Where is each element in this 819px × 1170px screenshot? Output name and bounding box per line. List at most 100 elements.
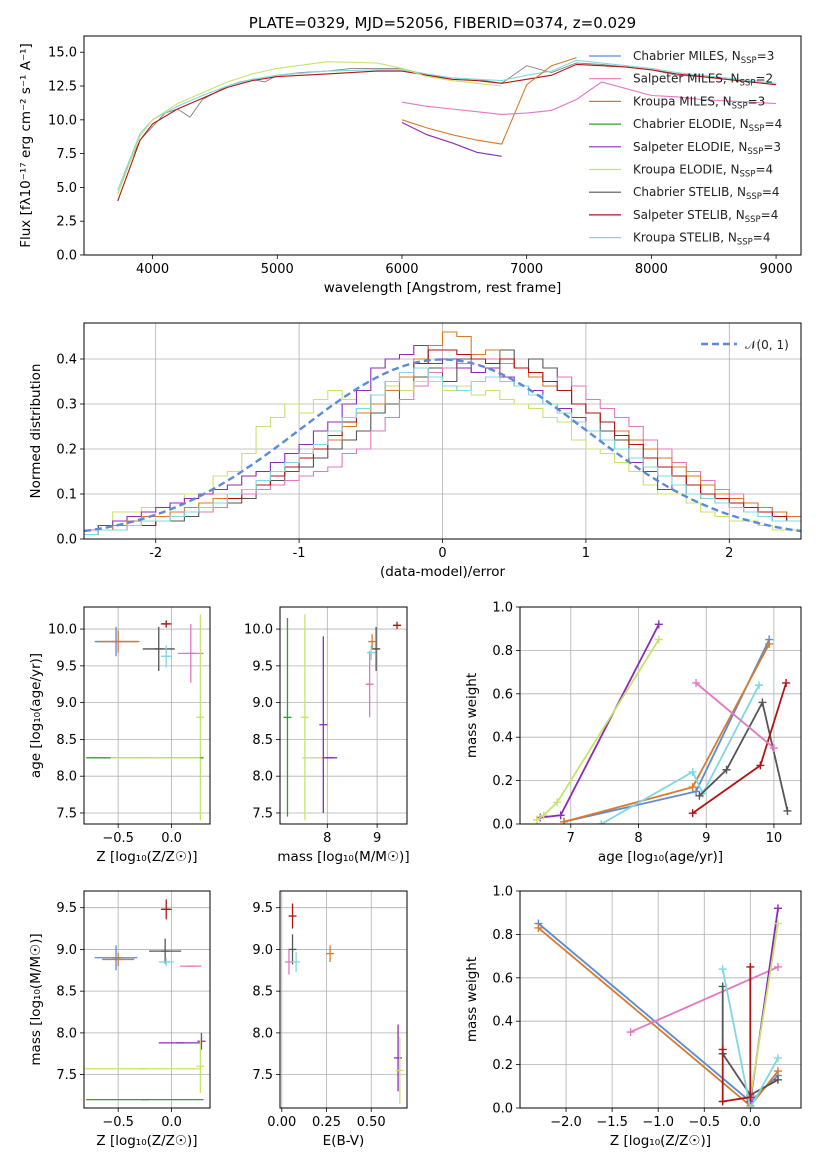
chart-title: PLATE=0329, MJD=52056, FIBERID=0374, z=0… — [249, 14, 636, 32]
y-axis-label: Flux [fλ10⁻¹⁷ erg cm⁻² s⁻¹ A⁻¹] — [18, 43, 34, 248]
y-tick-label: 0.2 — [492, 1058, 513, 1073]
y-tick-label: 8.5 — [252, 733, 273, 748]
x-tick-label: −0.5 — [102, 831, 134, 846]
x-tick-label: 6000 — [385, 262, 418, 277]
y-tick-label: 0.4 — [56, 353, 77, 368]
legend-label: 𝒩(0, 1) — [745, 338, 789, 352]
y-tick-label: 0.8 — [492, 928, 513, 943]
legend-subscript: SSP — [746, 192, 762, 202]
data-marker — [532, 815, 541, 824]
data-marker — [718, 1097, 727, 1106]
data-marker — [773, 962, 782, 971]
massweight_vs_age-plot-area — [520, 607, 801, 824]
x-tick-label: 7000 — [510, 262, 543, 277]
x-tick-label: 7 — [567, 831, 575, 846]
y-tick-label: 9.0 — [56, 943, 77, 958]
y-tick-label: 15.0 — [48, 46, 77, 61]
axes-frame — [519, 606, 802, 825]
age_vs_mass-plot-area — [280, 607, 407, 824]
y-tick-label: 7.5 — [56, 1068, 77, 1083]
data-marker — [556, 811, 565, 820]
legend-subscript: SSP — [740, 79, 756, 89]
series-line — [536, 639, 660, 821]
data-marker — [746, 1104, 755, 1108]
y-tick-label: 8.5 — [56, 985, 77, 1000]
x-tick-label: -2 — [149, 546, 162, 561]
legend-subscript: SSP — [732, 101, 748, 111]
x-tick-label: 0.0 — [740, 1115, 761, 1130]
x-tick-label: 1 — [582, 546, 590, 561]
x-tick-label: −1.5 — [596, 1115, 628, 1130]
series-line — [749, 923, 779, 1098]
x-tick-label: 10 — [766, 831, 783, 846]
y-tick-label: 0.0 — [492, 1102, 513, 1117]
data-marker — [539, 811, 548, 820]
y-tick-label: 9.0 — [252, 943, 273, 958]
x-axis-label: Z [log₁₀(Z/Z☉)] — [610, 1133, 711, 1149]
data-marker — [783, 806, 792, 815]
x-axis-label: age [log₁₀(age/yr)] — [598, 849, 723, 865]
y-tick-label: 8.5 — [252, 985, 273, 1000]
data-marker — [654, 620, 663, 629]
data-marker — [695, 791, 704, 800]
y-tick-label: 1.0 — [492, 601, 513, 616]
x-axis-label: Z [log₁₀(Z/Z☉)] — [96, 849, 197, 865]
histogram-step — [84, 380, 801, 531]
massweight_vs_Z-plot-area — [520, 891, 801, 1108]
y-tick-label: 8.0 — [252, 1026, 273, 1041]
legend-suffix: =4 — [762, 185, 780, 199]
y-tick-label: 9.5 — [252, 901, 273, 916]
data-marker — [688, 767, 697, 776]
histogram-step — [84, 367, 801, 536]
data-marker — [755, 681, 764, 690]
legend-suffix: =3 — [763, 140, 781, 154]
x-tick-label: 0.00 — [267, 1115, 296, 1130]
y-axis-label: mass [log₁₀(M/M☉)] — [28, 933, 44, 1065]
data-marker — [773, 1075, 782, 1084]
x-tick-label: 0.0 — [161, 1115, 182, 1130]
legend-label: Kroupa ELODIE, NSSP=4 — [633, 163, 773, 180]
data-marker — [597, 820, 606, 824]
series-line — [695, 682, 775, 749]
data-marker — [746, 962, 755, 971]
gaussian-curve — [84, 358, 801, 533]
y-axis-label: Normed distribution — [28, 364, 44, 499]
y-tick-label: 0.6 — [492, 971, 513, 986]
y-tick-label: 8.5 — [56, 733, 77, 748]
legend-label: Chabrier ELODIE, NSSP=4 — [633, 117, 782, 134]
x-tick-label: 0.25 — [312, 1115, 341, 1130]
x-axis-label: (data-model)/error — [380, 564, 506, 580]
legend-subscript: SSP — [745, 215, 761, 225]
y-tick-label: 0.2 — [492, 774, 513, 789]
legend-suffix: =4 — [753, 231, 771, 245]
series-line — [630, 966, 779, 1033]
y-axis-label: mass weight — [464, 957, 480, 1042]
residuals-plot-area — [84, 323, 801, 539]
data-marker — [560, 817, 569, 824]
y-tick-label: 12.5 — [48, 80, 77, 95]
series-line — [721, 968, 779, 1108]
mass_vs_ebv-plot-area — [280, 891, 407, 1108]
y-tick-label: 0.1 — [56, 488, 77, 503]
series-line — [117, 63, 777, 202]
data-marker — [688, 783, 697, 792]
axes-frame — [83, 890, 211, 1109]
legend-label: Salpeter STELIB, NSSP=4 — [633, 208, 778, 225]
x-tick-label: 5000 — [261, 262, 294, 277]
x-tick-label: 0.50 — [357, 1115, 386, 1130]
histogram-step — [84, 358, 801, 536]
axes-frame — [519, 890, 802, 1109]
series-line — [563, 643, 770, 823]
y-tick-label: 8.0 — [56, 770, 77, 785]
y-tick-label: 7.5 — [56, 147, 77, 162]
data-marker — [773, 919, 782, 928]
data-marker — [773, 1067, 782, 1076]
y-tick-label: 0.8 — [492, 644, 513, 659]
legend-label: Salpeter MILES, NSSP=2 — [633, 72, 773, 89]
y-tick-label: 0.4 — [492, 1015, 513, 1030]
y-tick-label: 9.5 — [56, 901, 77, 916]
residuals-panel — [80, 322, 802, 543]
data-marker — [773, 904, 782, 913]
legend-suffix: =3 — [757, 49, 775, 63]
